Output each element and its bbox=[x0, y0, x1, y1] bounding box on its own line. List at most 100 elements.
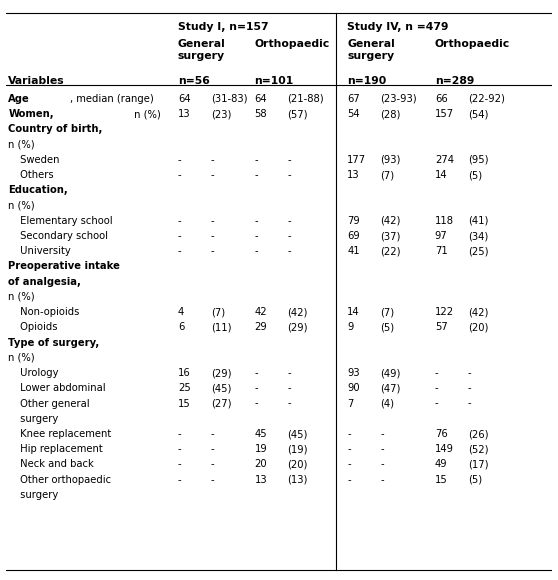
Text: 64: 64 bbox=[178, 94, 190, 104]
Text: (93): (93) bbox=[380, 155, 401, 165]
Text: -: - bbox=[178, 474, 181, 485]
Text: 20: 20 bbox=[254, 459, 267, 469]
Text: -: - bbox=[468, 368, 472, 378]
Text: 76: 76 bbox=[435, 429, 448, 439]
Text: (45): (45) bbox=[287, 429, 307, 439]
Text: (29): (29) bbox=[287, 322, 307, 332]
Text: 25: 25 bbox=[178, 383, 191, 393]
Text: -: - bbox=[254, 170, 258, 180]
Text: (28): (28) bbox=[380, 109, 401, 119]
Text: Neck and back: Neck and back bbox=[17, 459, 93, 469]
Text: (52): (52) bbox=[468, 444, 488, 454]
Text: (11): (11) bbox=[210, 322, 231, 332]
Text: (20): (20) bbox=[468, 322, 488, 332]
Text: 15: 15 bbox=[178, 398, 191, 408]
Text: 42: 42 bbox=[254, 307, 267, 317]
Text: n (%): n (%) bbox=[8, 201, 35, 211]
Text: (42): (42) bbox=[287, 307, 307, 317]
Text: Study I, n=157: Study I, n=157 bbox=[178, 21, 268, 32]
Text: of analgesia,: of analgesia, bbox=[8, 277, 81, 287]
Text: -: - bbox=[178, 231, 181, 241]
Text: -: - bbox=[380, 444, 384, 454]
Text: (41): (41) bbox=[468, 216, 488, 226]
Text: -: - bbox=[287, 231, 291, 241]
Text: -: - bbox=[254, 231, 258, 241]
Text: (7): (7) bbox=[380, 170, 395, 180]
Text: -: - bbox=[287, 155, 291, 165]
Text: n (%): n (%) bbox=[131, 109, 161, 119]
Text: -: - bbox=[178, 459, 181, 469]
Text: n (%): n (%) bbox=[8, 353, 35, 363]
Text: 19: 19 bbox=[254, 444, 267, 454]
Text: Women,: Women, bbox=[8, 109, 54, 119]
Text: Orthopaedic: Orthopaedic bbox=[254, 39, 330, 49]
Text: (42): (42) bbox=[468, 307, 488, 317]
Text: (26): (26) bbox=[468, 429, 488, 439]
Text: 149: 149 bbox=[435, 444, 454, 454]
Text: Type of surgery,: Type of surgery, bbox=[8, 338, 99, 347]
Text: (49): (49) bbox=[380, 368, 401, 378]
Text: -: - bbox=[254, 368, 258, 378]
Text: 57: 57 bbox=[435, 322, 448, 332]
Text: 67: 67 bbox=[347, 94, 360, 104]
Text: -: - bbox=[210, 459, 214, 469]
Text: -: - bbox=[435, 398, 439, 408]
Text: Other general: Other general bbox=[17, 398, 89, 408]
Text: 6: 6 bbox=[178, 322, 184, 332]
Text: -: - bbox=[210, 155, 214, 165]
Text: (21-88): (21-88) bbox=[287, 94, 324, 104]
Text: , median (range): , median (range) bbox=[70, 94, 153, 104]
Text: Lower abdominal: Lower abdominal bbox=[17, 383, 105, 393]
Text: Orthopaedic: Orthopaedic bbox=[435, 39, 510, 49]
Text: (20): (20) bbox=[287, 459, 307, 469]
Text: 177: 177 bbox=[347, 155, 367, 165]
Text: -: - bbox=[254, 398, 258, 408]
Text: 274: 274 bbox=[435, 155, 454, 165]
Text: -: - bbox=[287, 383, 291, 393]
Text: -: - bbox=[210, 216, 214, 226]
Text: Variables: Variables bbox=[8, 77, 65, 86]
Text: (7): (7) bbox=[210, 307, 225, 317]
Text: n (%): n (%) bbox=[8, 292, 35, 302]
Text: 93: 93 bbox=[347, 368, 360, 378]
Text: University: University bbox=[17, 246, 70, 256]
Text: Sweden: Sweden bbox=[17, 155, 59, 165]
Text: Country of birth,: Country of birth, bbox=[8, 124, 103, 135]
Text: -: - bbox=[210, 246, 214, 256]
Text: (27): (27) bbox=[210, 398, 231, 408]
Text: 49: 49 bbox=[435, 459, 448, 469]
Text: (42): (42) bbox=[380, 216, 401, 226]
Text: n=56: n=56 bbox=[178, 77, 210, 86]
Text: 58: 58 bbox=[254, 109, 267, 119]
Text: -: - bbox=[210, 170, 214, 180]
Text: (23): (23) bbox=[210, 109, 231, 119]
Text: Age: Age bbox=[8, 94, 30, 104]
Text: 7: 7 bbox=[347, 398, 354, 408]
Text: 13: 13 bbox=[178, 109, 190, 119]
Text: (7): (7) bbox=[380, 307, 395, 317]
Text: 157: 157 bbox=[435, 109, 454, 119]
Text: Other orthopaedic: Other orthopaedic bbox=[17, 474, 110, 485]
Text: (95): (95) bbox=[468, 155, 488, 165]
Text: (19): (19) bbox=[287, 444, 307, 454]
Text: -: - bbox=[347, 429, 351, 439]
Text: (31-83): (31-83) bbox=[210, 94, 247, 104]
Text: -: - bbox=[287, 246, 291, 256]
Text: 90: 90 bbox=[347, 383, 360, 393]
Text: surgery: surgery bbox=[17, 490, 58, 500]
Text: -: - bbox=[380, 429, 384, 439]
Text: (54): (54) bbox=[468, 109, 488, 119]
Text: -: - bbox=[178, 429, 181, 439]
Text: 45: 45 bbox=[254, 429, 267, 439]
Text: -: - bbox=[178, 444, 181, 454]
Text: 16: 16 bbox=[178, 368, 191, 378]
Text: 69: 69 bbox=[347, 231, 360, 241]
Text: -: - bbox=[380, 459, 384, 469]
Text: -: - bbox=[210, 429, 214, 439]
Text: -: - bbox=[435, 368, 439, 378]
Text: 13: 13 bbox=[347, 170, 360, 180]
Text: Non-opioids: Non-opioids bbox=[17, 307, 79, 317]
Text: (17): (17) bbox=[468, 459, 488, 469]
Text: 41: 41 bbox=[347, 246, 360, 256]
Text: n=190: n=190 bbox=[347, 77, 387, 86]
